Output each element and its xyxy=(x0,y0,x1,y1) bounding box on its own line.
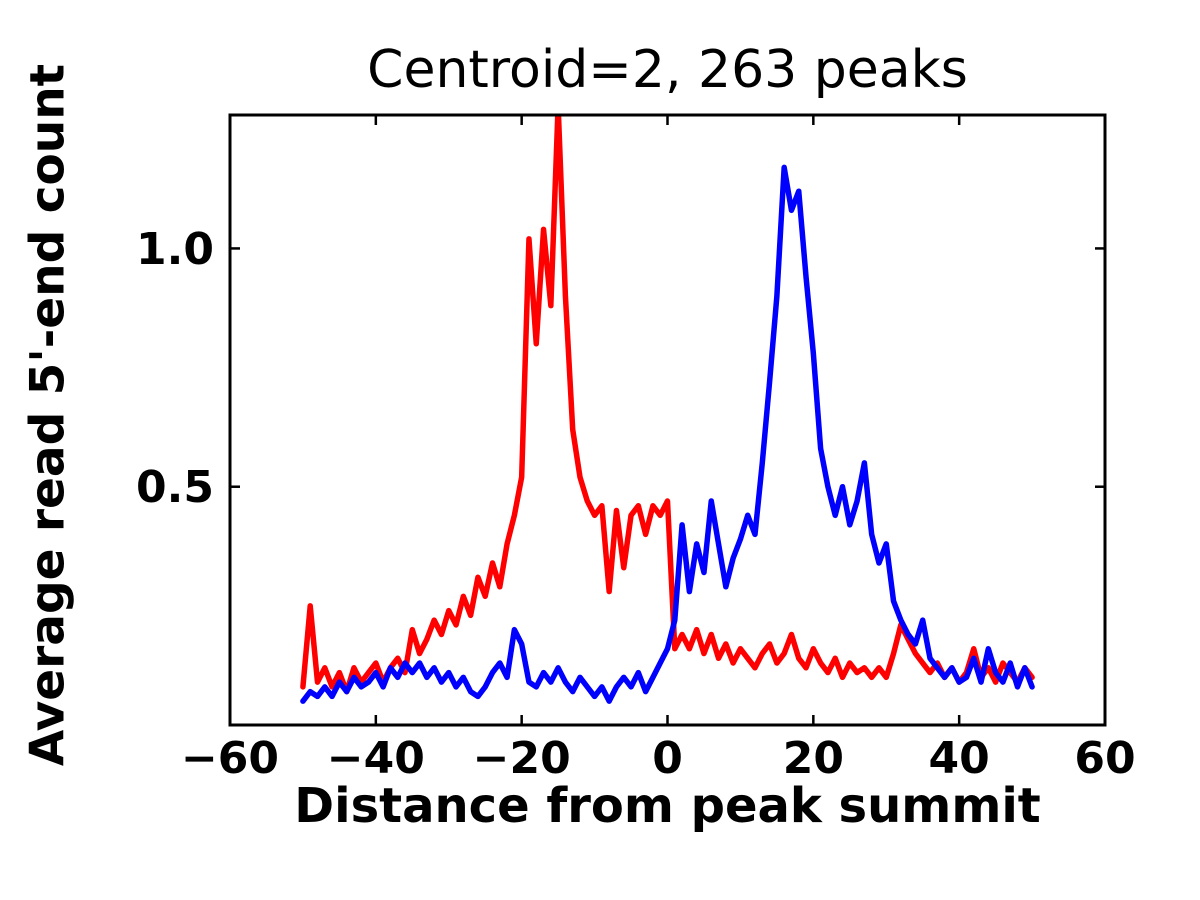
x-tick-label: 0 xyxy=(652,733,683,784)
x-tick-label: 40 xyxy=(929,733,990,784)
series-reverse-strand-blue xyxy=(300,164,1035,704)
x-tick-label: 20 xyxy=(783,733,844,784)
x-tick-label: −20 xyxy=(473,733,571,784)
axes-frame xyxy=(228,113,1107,727)
x-tick-label: −60 xyxy=(181,733,279,784)
y-tick-label: 1.0 xyxy=(136,224,214,275)
x-axis-label: Distance from peak summit xyxy=(294,778,1041,834)
chart-title: Centroid=2, 263 peaks xyxy=(367,40,968,100)
x-tick-label: 60 xyxy=(1074,733,1135,784)
series-forward-strand-red xyxy=(300,115,1035,695)
y-tick-label: 0.5 xyxy=(136,462,214,513)
x-tick-label: −40 xyxy=(327,733,425,784)
